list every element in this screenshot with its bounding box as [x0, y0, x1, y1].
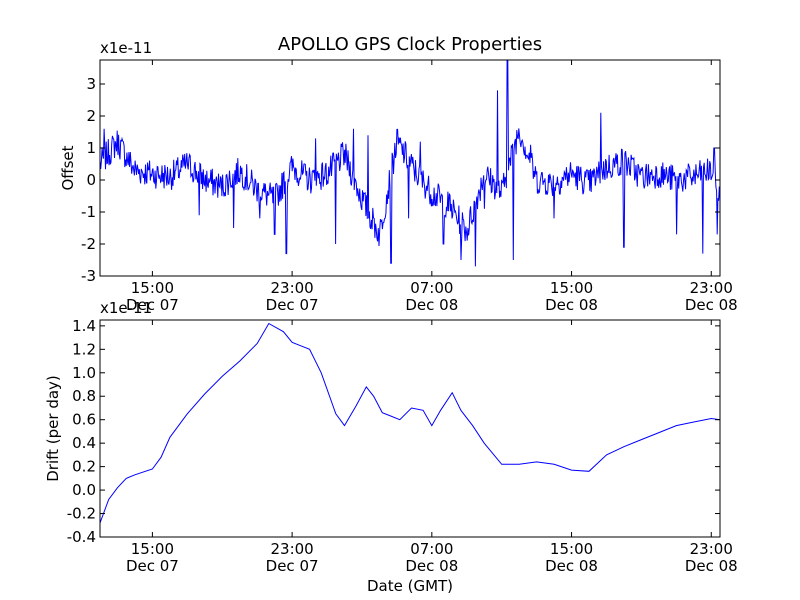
x-tick-time-label: 15:00 [131, 279, 174, 297]
y-tick-label: -3 [81, 267, 96, 285]
x-tick-time-label: 07:00 [410, 279, 453, 297]
x-tick-time-label: 15:00 [550, 540, 593, 558]
plot-frame [99, 319, 721, 538]
x-tick-date-label: Dec 08 [685, 557, 738, 575]
y-tick-label: 1.2 [72, 340, 96, 358]
y-tick-label: 1 [86, 139, 96, 157]
x-tick-time-label: 15:00 [131, 540, 174, 558]
chart-title: APOLLO GPS Clock Properties [278, 34, 542, 55]
x-tick-date-label: Dec 08 [545, 557, 598, 575]
offset-series-line [100, 60, 720, 267]
y-tick-label: 0.8 [72, 387, 96, 405]
y-tick-label: 2 [86, 107, 96, 125]
x-tick-date-label: Dec 08 [685, 296, 738, 314]
x-tick-date-label: Dec 07 [266, 557, 319, 575]
x-tick-time-label: 23:00 [270, 279, 313, 297]
y-tick-label: 1.0 [72, 364, 96, 382]
y-tick-label: 1.4 [72, 317, 96, 335]
y-tick-label: 0.2 [72, 458, 96, 476]
drift-series-line [100, 322, 720, 524]
plot-frame [99, 59, 721, 277]
x-tick-time-label: 23:00 [690, 279, 733, 297]
y-tick-label: -1 [81, 203, 96, 221]
y-tick-label: -0.4 [67, 528, 96, 546]
y-axis-label: Drift (per day) [44, 375, 62, 482]
x-tick-date-label: Dec 07 [266, 296, 319, 314]
y-tick-label: 0.6 [72, 411, 96, 429]
y-tick-label: 0.4 [72, 434, 96, 452]
x-tick-date-label: Dec 08 [405, 296, 458, 314]
x-tick-time-label: 23:00 [690, 540, 733, 558]
x-tick-date-label: Dec 08 [545, 296, 598, 314]
y-axis-multiplier: x1e-11 [100, 299, 152, 317]
y-tick-label: -2 [81, 235, 96, 253]
y-axis-label: Offset [59, 145, 77, 190]
x-tick-time-label: 15:00 [550, 279, 593, 297]
x-tick-time-label: 23:00 [270, 540, 313, 558]
y-tick-label: 0.0 [72, 481, 96, 499]
y-axis-multiplier: x1e-11 [100, 39, 152, 57]
x-tick-date-label: Dec 08 [405, 557, 458, 575]
x-axis-label: Date (GMT) [367, 577, 453, 595]
drift-panel: -0.4-0.20.00.20.40.60.81.01.21.415:00Dec… [44, 299, 738, 575]
y-tick-label: 3 [86, 75, 96, 93]
y-tick-label: -0.2 [67, 505, 96, 523]
y-tick-label: 0 [86, 171, 96, 189]
x-tick-date-label: Dec 07 [126, 296, 179, 314]
x-tick-date-label: Dec 07 [126, 557, 179, 575]
x-tick-time-label: 07:00 [410, 540, 453, 558]
